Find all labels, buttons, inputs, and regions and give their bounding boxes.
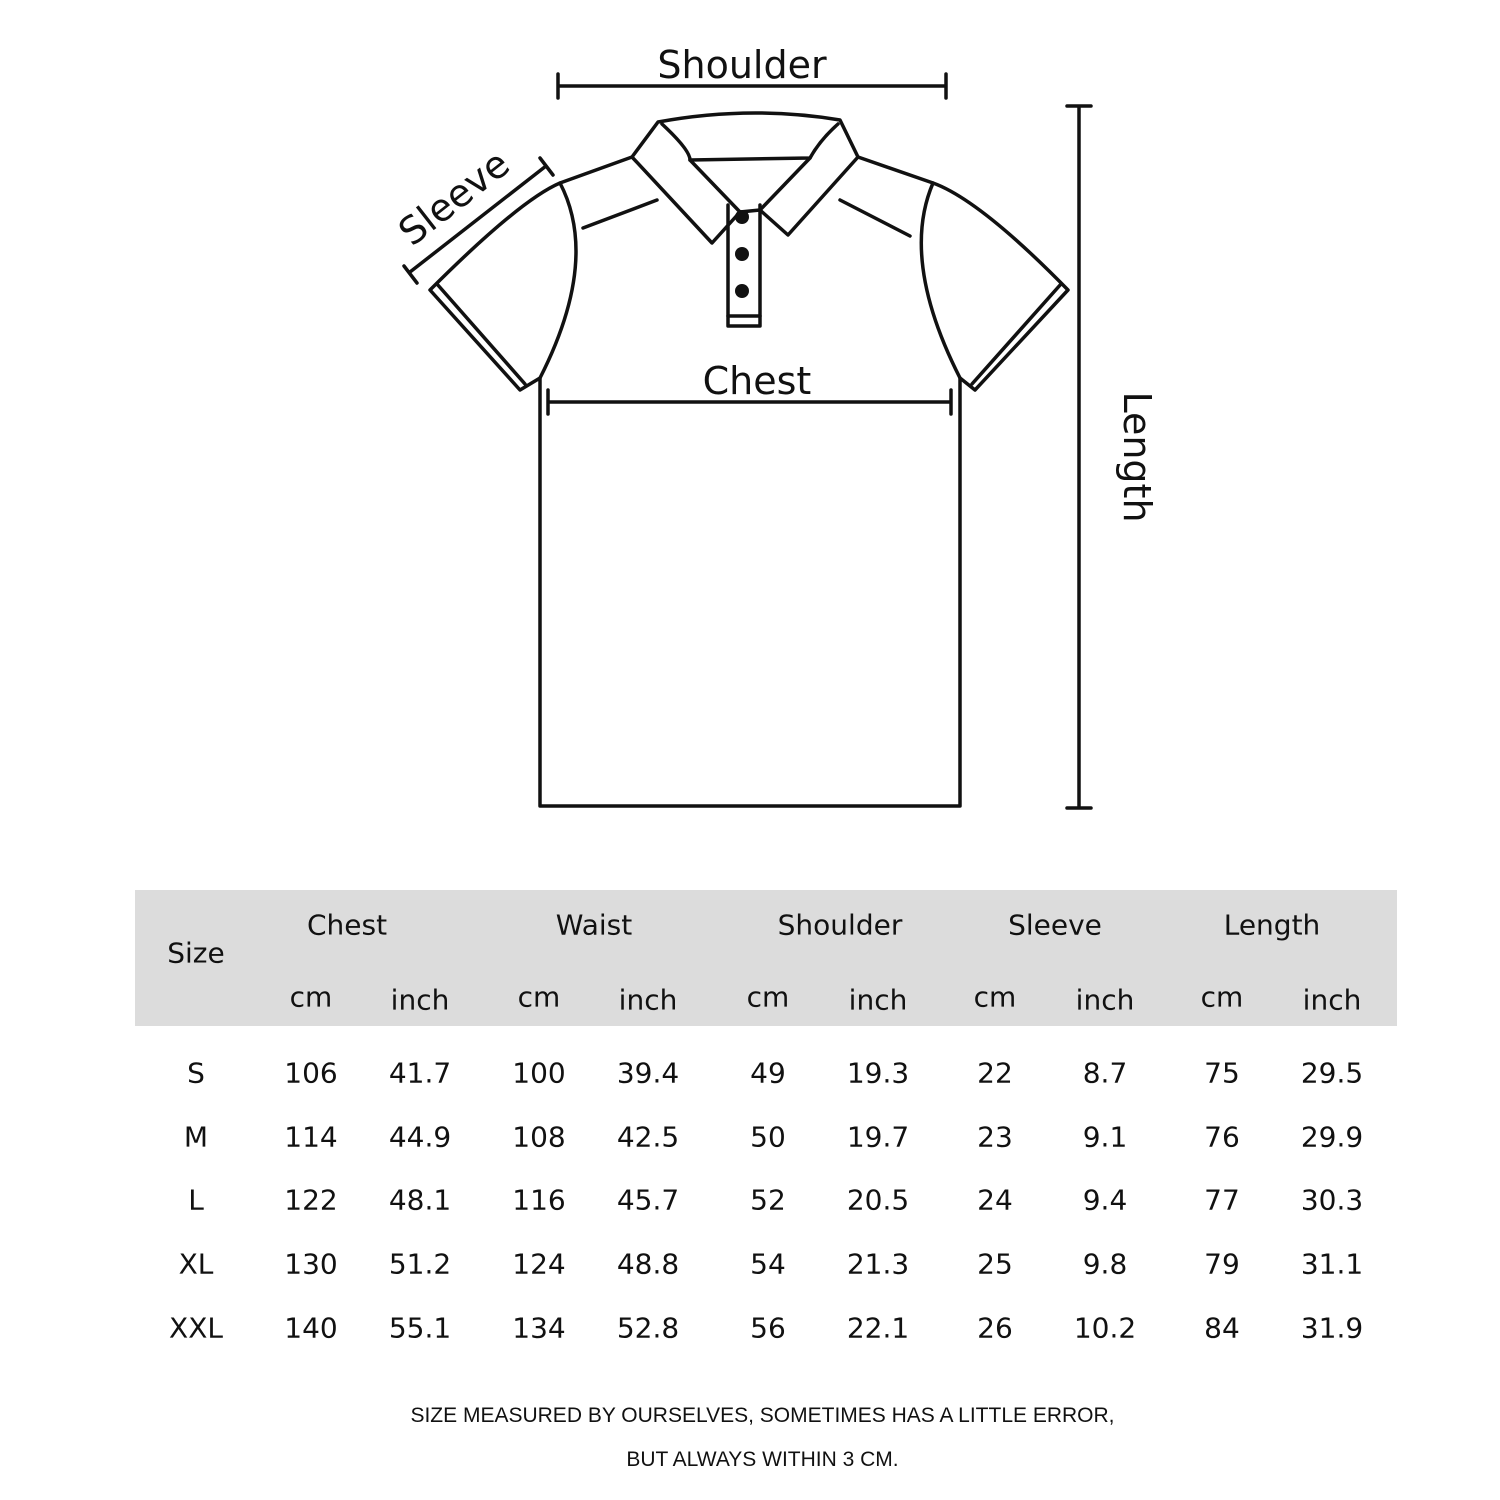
table-cell: 19.7: [846, 1120, 910, 1154]
table-cell: 56: [750, 1311, 786, 1345]
table-cell: 130: [284, 1247, 338, 1281]
unit-header-cm: cm: [746, 980, 790, 1014]
size-cell: M: [183, 1120, 209, 1154]
button-icons: [735, 210, 749, 298]
unit-header-cm: cm: [1200, 980, 1244, 1014]
table-cell: 19.3: [846, 1056, 910, 1090]
table-cell: 76: [1204, 1120, 1240, 1154]
table-cell: 134: [512, 1311, 566, 1345]
shirt-outline: [428, 155, 1070, 808]
button-icon: [735, 210, 749, 224]
footer-note-line1: SIZE MEASURED BY OURSELVES, SOMETIMES HA…: [410, 1404, 1115, 1427]
table-cell: 8.7: [1082, 1056, 1128, 1090]
table-cell: 51.2: [388, 1247, 452, 1281]
table-cell: 44.9: [388, 1120, 452, 1154]
table-cell: 77: [1204, 1183, 1240, 1217]
column-group-header: Waist: [555, 908, 633, 942]
table-cell: 24: [977, 1183, 1013, 1217]
table-cell: 42.5: [616, 1120, 680, 1154]
table-cell: 21.3: [846, 1247, 910, 1281]
table-cell: 45.7: [616, 1183, 680, 1217]
table-cell: 49: [750, 1056, 786, 1090]
table-cell: 75: [1204, 1056, 1240, 1090]
button-icon: [735, 247, 749, 261]
shoulder-label: Shoulder: [657, 43, 827, 87]
unit-header-inch: inch: [1075, 983, 1135, 1017]
column-group-header: Length: [1223, 908, 1321, 942]
table-cell: 52: [750, 1183, 786, 1217]
table-header: [135, 890, 1397, 1026]
length-label: Length: [1115, 391, 1159, 522]
table-cell: 9.4: [1082, 1183, 1128, 1217]
table-cell: 31.9: [1300, 1311, 1364, 1345]
table-cell: 116: [512, 1183, 566, 1217]
column-group-header: Chest: [306, 908, 388, 942]
table-cell: 114: [284, 1120, 338, 1154]
column-group-header: Sleeve: [1008, 908, 1102, 942]
table-cell: 29.9: [1300, 1120, 1364, 1154]
table-cell: 140: [284, 1311, 338, 1345]
table-cell: 29.5: [1300, 1056, 1364, 1090]
table-cell: 22.1: [846, 1311, 910, 1345]
table-cell: 48.8: [616, 1247, 680, 1281]
unit-header-inch: inch: [1302, 983, 1362, 1017]
table-cell: 9.1: [1082, 1120, 1128, 1154]
table-cell: 25: [977, 1247, 1013, 1281]
unit-header-cm: cm: [973, 980, 1017, 1014]
size-header: Size: [167, 936, 225, 970]
table-cell: 100: [512, 1056, 566, 1090]
table-cell: 55.1: [388, 1311, 452, 1345]
table-cell: 79: [1204, 1247, 1240, 1281]
table-cell: 10.2: [1073, 1311, 1137, 1345]
unit-header-cm: cm: [517, 980, 561, 1014]
size-cell: S: [187, 1056, 205, 1090]
table-cell: 41.7: [388, 1056, 452, 1090]
table-cell: 106: [284, 1056, 338, 1090]
unit-header-inch: inch: [618, 983, 678, 1017]
table-cell: 22: [977, 1056, 1013, 1090]
table-cell: 108: [512, 1120, 566, 1154]
unit-header-inch: inch: [848, 983, 908, 1017]
unit-header-cm: cm: [289, 980, 333, 1014]
table-cell: 26: [977, 1311, 1013, 1345]
polo-shirt-diagram: Shoulder Chest Sleeve Length: [390, 43, 1159, 810]
table-cell: 20.5: [846, 1183, 910, 1217]
table-cell: 9.8: [1082, 1247, 1128, 1281]
table-cell: 31.1: [1300, 1247, 1364, 1281]
table-cell: 48.1: [388, 1183, 452, 1217]
unit-header-inch: inch: [390, 983, 450, 1017]
column-group-header: Shoulder: [777, 908, 903, 942]
chest-label: Chest: [703, 359, 812, 403]
table-cell: 39.4: [616, 1056, 680, 1090]
footer-note-line2: BUT ALWAYS WITHIN 3 CM.: [626, 1448, 899, 1471]
size-cell: L: [188, 1183, 204, 1217]
table-cell: 30.3: [1300, 1183, 1364, 1217]
table-cell: 23: [977, 1120, 1013, 1154]
table-cell: 50: [750, 1120, 786, 1154]
size-cell: XXL: [169, 1311, 223, 1345]
table-cell: 54: [750, 1247, 786, 1281]
size-cell: XL: [178, 1247, 214, 1281]
table-cell: 124: [512, 1247, 566, 1281]
button-icon: [735, 284, 749, 298]
table-cell: 122: [284, 1183, 338, 1217]
table-cell: 52.8: [616, 1311, 680, 1345]
table-cell: 84: [1204, 1311, 1240, 1345]
